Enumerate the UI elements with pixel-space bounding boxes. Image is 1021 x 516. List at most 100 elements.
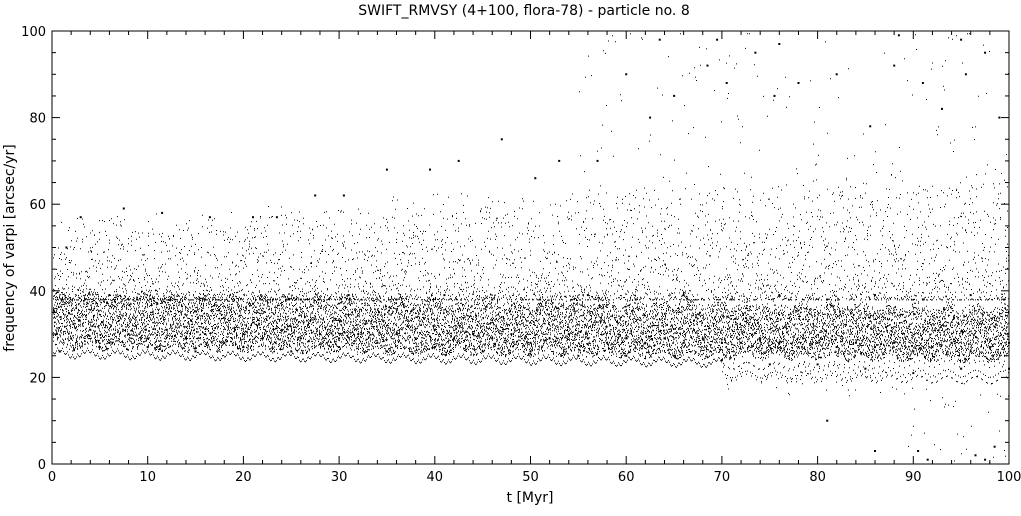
data-point — [319, 333, 321, 336]
data-point — [539, 298, 542, 301]
data-point — [491, 337, 494, 340]
data-point — [835, 73, 838, 76]
data-point — [338, 337, 341, 340]
data-point — [682, 294, 685, 297]
data-point — [194, 350, 197, 353]
data-point — [720, 359, 723, 362]
data-point — [491, 298, 494, 301]
y-tick-label: 60 — [29, 198, 46, 213]
data-point — [161, 211, 164, 214]
data-point — [835, 346, 838, 349]
data-point — [644, 341, 647, 344]
data-point — [146, 337, 149, 340]
data-point — [299, 337, 302, 340]
data-point — [395, 298, 398, 301]
data-point — [433, 346, 436, 349]
x-tick-label: 100 — [997, 470, 1021, 485]
data-point — [778, 294, 781, 297]
plot-frame — [51, 30, 1010, 465]
x-tick-label: 30 — [331, 470, 348, 485]
data-point — [347, 294, 350, 297]
data-point — [912, 350, 915, 353]
data-point — [768, 363, 771, 366]
data-point — [60, 298, 63, 301]
data-point — [65, 246, 68, 249]
data-point — [797, 346, 800, 349]
data-point — [701, 337, 704, 340]
data-point — [874, 450, 876, 452]
data-point — [204, 298, 207, 301]
data-point — [108, 294, 111, 297]
y-tick-label: 40 — [29, 285, 46, 300]
data-point — [357, 333, 360, 336]
y-tick-label: 100 — [21, 25, 46, 40]
data-point — [385, 168, 388, 171]
data-point — [472, 333, 475, 336]
data-point — [984, 458, 987, 461]
data-point — [893, 64, 896, 67]
data-point — [70, 337, 73, 340]
x-tick-label: 50 — [522, 470, 539, 485]
data-point — [204, 333, 207, 336]
data-point — [280, 328, 283, 331]
data-point — [58, 350, 61, 353]
data-point — [500, 138, 503, 141]
data-point — [658, 38, 661, 41]
data-point — [682, 341, 685, 344]
data-point — [988, 346, 991, 349]
data-point — [457, 159, 460, 162]
data-point — [754, 51, 757, 54]
data-point — [558, 159, 561, 162]
data-point — [548, 337, 551, 340]
data-point — [778, 43, 781, 45]
data-point — [826, 419, 829, 422]
data-point — [869, 125, 872, 128]
data-point — [950, 341, 953, 344]
data-point — [816, 341, 819, 344]
data-point — [165, 328, 168, 331]
data-point — [529, 341, 532, 344]
data-point — [716, 38, 719, 41]
data-point — [414, 337, 417, 340]
data-point — [89, 328, 92, 331]
data-point — [773, 94, 776, 97]
x-tick-label: 60 — [618, 470, 635, 485]
x-tick-label: 10 — [139, 470, 156, 485]
data-point — [974, 454, 977, 457]
data-point — [649, 116, 652, 119]
data-point — [993, 445, 996, 448]
x-tick-label: 20 — [235, 470, 252, 485]
data-point — [606, 341, 609, 344]
data-point — [969, 294, 972, 297]
data-point — [338, 346, 341, 349]
data-point — [534, 177, 537, 180]
data-point — [984, 51, 987, 54]
data-point — [122, 207, 125, 210]
x-tick-label: 40 — [427, 470, 444, 485]
data-point — [897, 34, 900, 37]
data-point — [586, 337, 589, 340]
data-point — [673, 94, 676, 97]
data-point — [481, 350, 484, 353]
data-point — [921, 298, 924, 301]
data-point — [242, 333, 245, 336]
data-point — [625, 354, 628, 357]
data-point — [625, 73, 628, 76]
data-point — [290, 350, 293, 353]
data-point — [127, 333, 130, 336]
data-point — [252, 302, 254, 305]
x-tick-label: 80 — [809, 470, 826, 485]
data-point — [926, 458, 929, 461]
data-point — [242, 346, 245, 349]
plot-content — [53, 33, 1010, 463]
data-point — [596, 159, 599, 162]
data-point — [864, 367, 867, 370]
data-point — [854, 341, 857, 344]
data-point — [567, 333, 570, 336]
data-point — [156, 302, 159, 305]
data-point — [730, 298, 733, 301]
data-point — [376, 341, 379, 344]
data-point — [921, 82, 924, 84]
